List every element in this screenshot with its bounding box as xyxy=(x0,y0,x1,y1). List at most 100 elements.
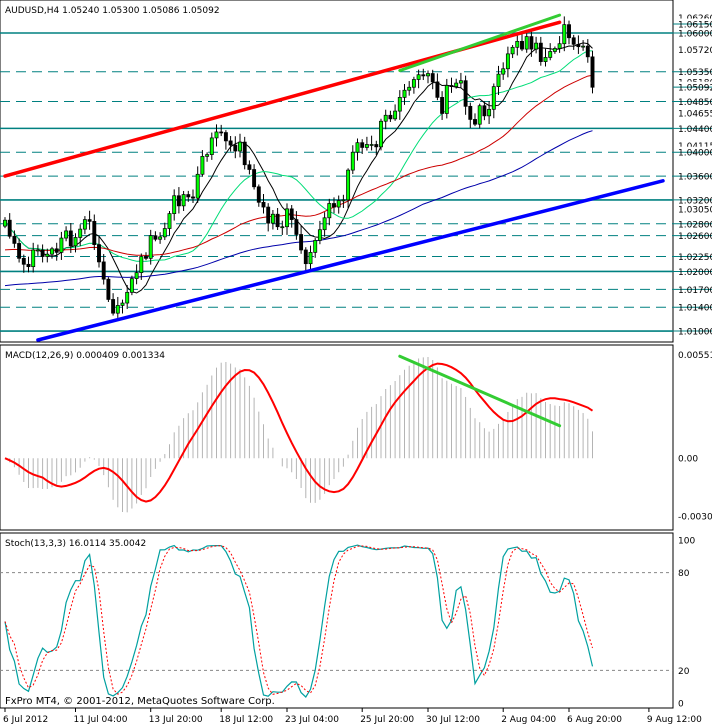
macd-axis-label: -0.00306 xyxy=(678,512,712,522)
price-label: 1.04655 xyxy=(678,110,712,120)
price-label: 1.06000 xyxy=(678,29,712,39)
macd-signal-line xyxy=(4,362,594,503)
stoch-axis: 100 80 20 0 xyxy=(678,537,695,710)
time-label: 25 Jul 20:00 xyxy=(360,715,414,725)
candle-body xyxy=(111,299,116,314)
stoch-signal-line xyxy=(4,545,593,695)
price-title: AUDUSD,H4 1.05240 1.05300 1.05086 1.0509… xyxy=(5,6,220,16)
candle-body xyxy=(529,36,534,50)
macd-axis-label: 0.00551 xyxy=(678,351,712,361)
candle-body xyxy=(468,105,473,120)
candle-body xyxy=(54,248,59,253)
candle-body xyxy=(341,199,346,202)
candle-body xyxy=(242,141,247,166)
candle-body xyxy=(148,235,153,259)
ma-red-line xyxy=(4,74,593,257)
price-label: 1.02600 xyxy=(678,232,712,242)
candle-body xyxy=(303,249,308,265)
trendline-green xyxy=(398,13,562,73)
time-axis: 6 Jul 2012 11 Jul 04:00 13 Jul 20:00 18 Jul… xyxy=(3,708,702,725)
macd-trendline xyxy=(398,354,562,428)
candle-body xyxy=(139,256,144,273)
candle-body xyxy=(299,234,304,251)
candle-body xyxy=(463,80,468,107)
candle-body xyxy=(416,74,421,80)
candle-body xyxy=(430,73,435,83)
candle-body xyxy=(167,213,172,229)
time-label: 9 Aug 12:00 xyxy=(647,715,702,725)
macd-axis-label: 0.00 xyxy=(678,455,698,465)
candle-body xyxy=(82,219,87,230)
time-label: 18 Jul 12:00 xyxy=(219,715,273,725)
stoch-axis-label: 0 xyxy=(678,700,684,710)
candle-body xyxy=(270,213,275,224)
candle-body xyxy=(59,237,64,253)
price-label: 1.06150 xyxy=(678,21,712,31)
candle-body xyxy=(369,144,374,146)
price-label: 1.01400 xyxy=(678,304,712,314)
candle-body xyxy=(191,196,195,199)
candle-body xyxy=(223,132,228,142)
candle-body xyxy=(3,219,7,227)
candle-body xyxy=(383,114,388,122)
candle-body xyxy=(360,142,365,148)
candle-body xyxy=(228,140,233,146)
candle-body xyxy=(195,173,200,199)
candle-body xyxy=(552,48,557,52)
time-label: 2 Aug 04:00 xyxy=(501,715,556,725)
candle-body xyxy=(444,85,449,114)
price-label: 1.03050 xyxy=(678,205,712,215)
candle-body xyxy=(322,217,327,231)
candle-body xyxy=(364,144,369,148)
stoch-panel: Stoch(13,3,3) 16.0114 35.0042 FxPro MT4,… xyxy=(0,532,674,709)
candle-body xyxy=(233,144,238,152)
candle-body xyxy=(40,249,45,257)
candle-body xyxy=(115,305,120,314)
candle-body xyxy=(473,119,477,125)
time-label: 30 Jul 12:00 xyxy=(426,715,480,725)
candle-body xyxy=(350,151,355,171)
price-axis: 1.062601.061501.060001.057201.053501.051… xyxy=(673,14,712,338)
candle-body xyxy=(134,272,139,279)
candle-body xyxy=(73,237,78,247)
candle-body xyxy=(252,169,257,188)
candle-body xyxy=(543,57,548,62)
candle-body xyxy=(374,144,379,148)
candle-body xyxy=(285,208,289,228)
macd-signal xyxy=(4,362,594,503)
price-label: 1.05720 xyxy=(678,46,712,56)
trendline-blue xyxy=(36,179,665,342)
candle-body xyxy=(275,213,280,228)
candle-body xyxy=(336,200,341,208)
candle-body xyxy=(31,249,36,268)
candle-body xyxy=(520,40,524,50)
candle-body xyxy=(21,257,26,265)
candle-body xyxy=(332,203,336,208)
candle-body xyxy=(247,164,252,170)
candle-body xyxy=(17,243,22,259)
footer-copyright: FxPro MT4, © 2001-2012, MetaQuotes Softw… xyxy=(5,696,275,707)
candle-body xyxy=(120,302,125,306)
stoch-axis-label: 100 xyxy=(678,537,695,547)
price-label: 1.03600 xyxy=(678,173,712,183)
candle-body xyxy=(355,142,360,153)
candle-body xyxy=(571,37,576,45)
candle-body xyxy=(515,40,520,48)
candle-body xyxy=(407,86,412,91)
candle-body xyxy=(440,97,445,114)
candle-body xyxy=(176,195,181,207)
stoch-lines xyxy=(4,544,594,698)
candle-body xyxy=(482,105,487,117)
macd-title: MACD(12,26,9) 0.000409 0.001334 xyxy=(5,351,165,361)
candle-body xyxy=(393,110,398,120)
candle-body xyxy=(346,169,351,201)
candle-body xyxy=(12,235,17,244)
candle-body xyxy=(129,278,134,293)
candle-body xyxy=(397,97,402,112)
candle-body xyxy=(7,219,12,237)
candle-body xyxy=(261,201,266,208)
candle-body xyxy=(125,291,130,304)
candle-body xyxy=(200,156,205,175)
candle-body xyxy=(209,137,214,155)
candle-body xyxy=(454,82,459,87)
